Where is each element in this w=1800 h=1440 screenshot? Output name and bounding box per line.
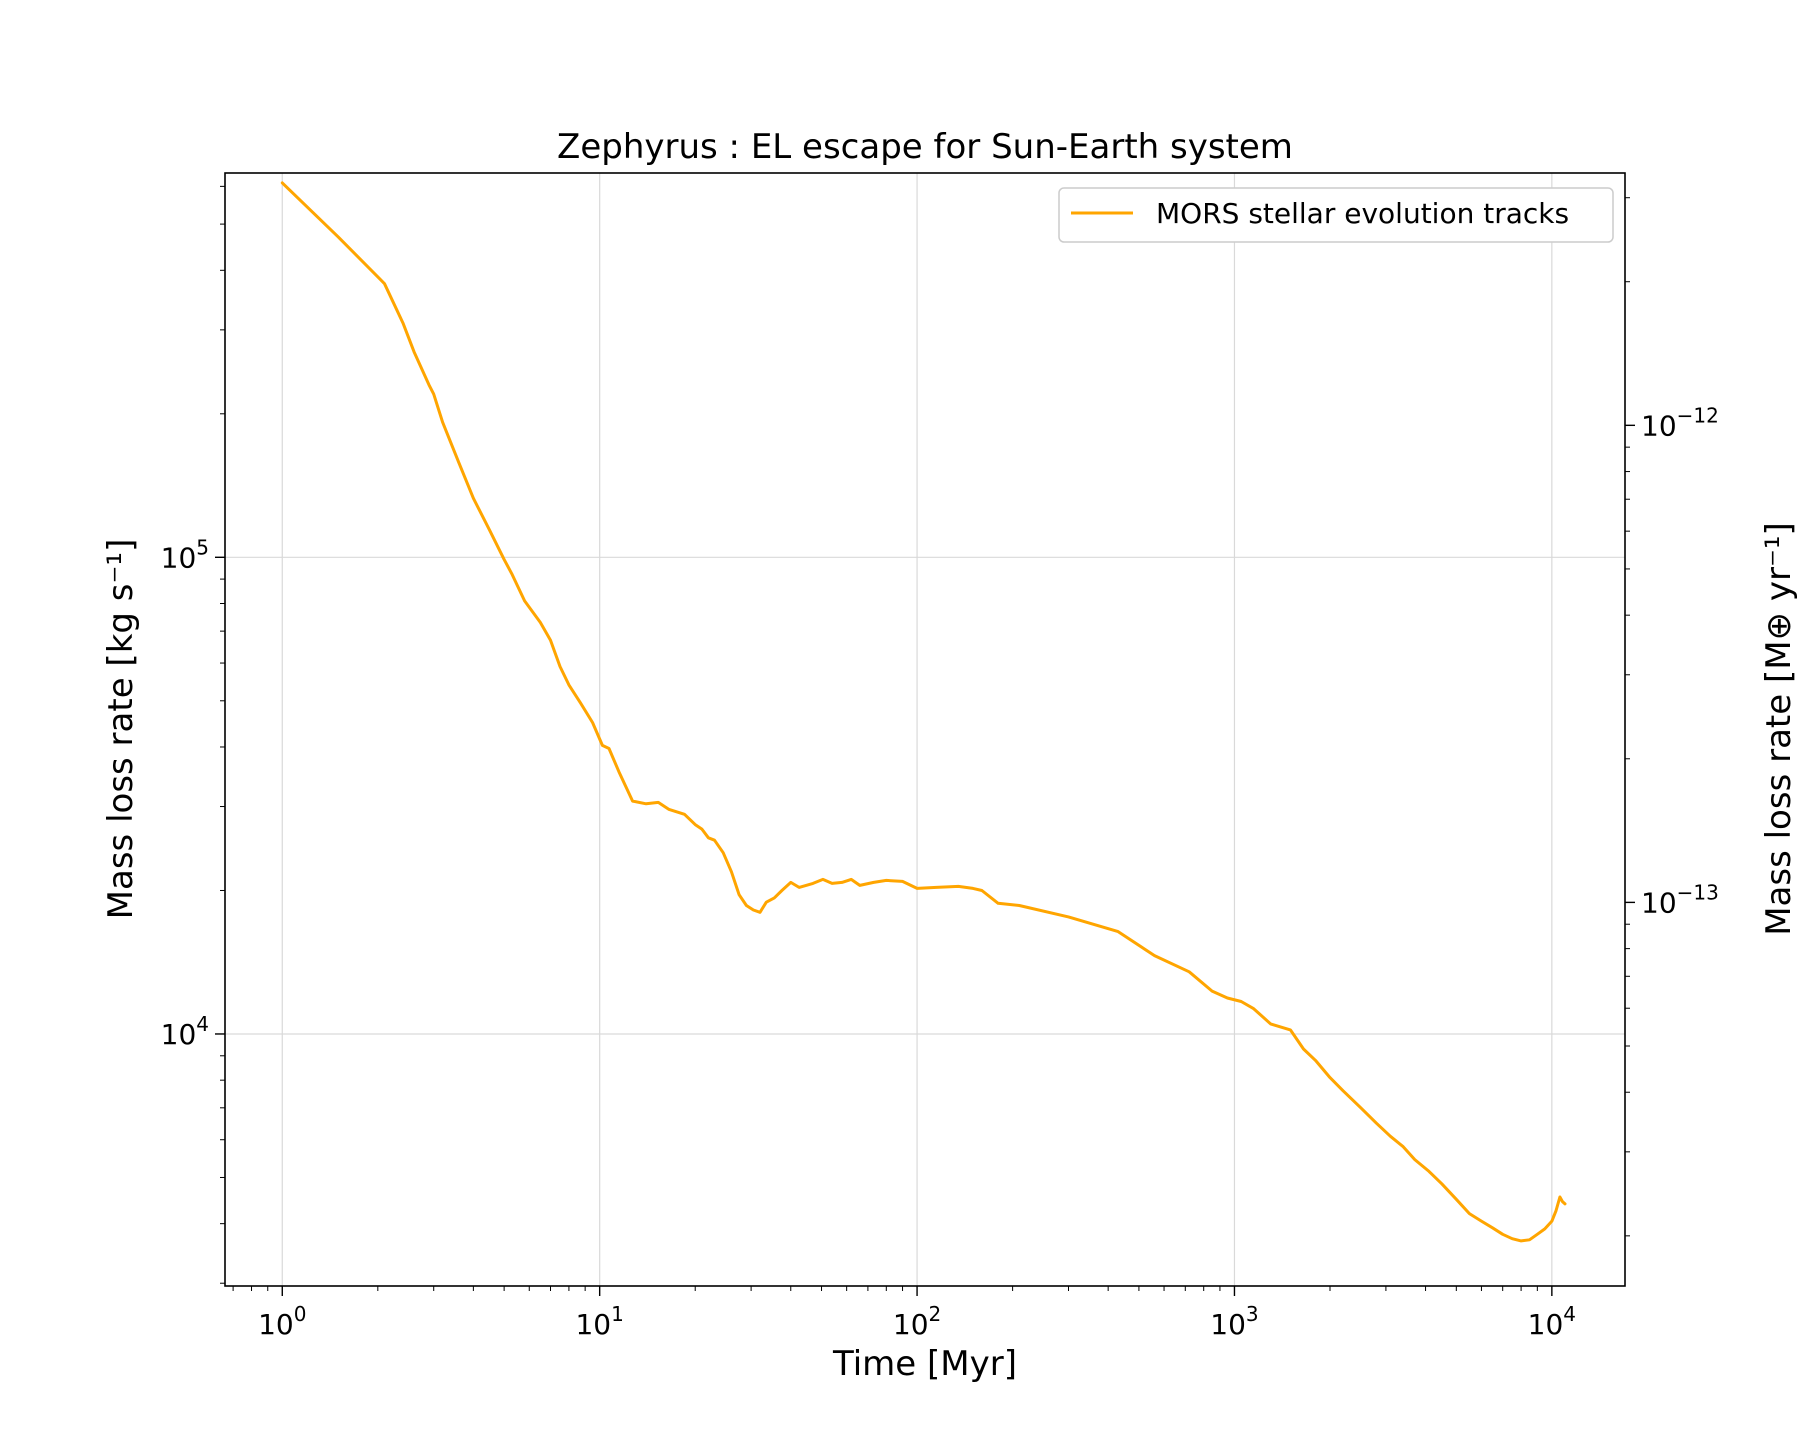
legend: MORS stellar evolution tracks	[1058, 187, 1614, 243]
legend-label: MORS stellar evolution tracks	[1156, 197, 1569, 230]
x-tick-label: 103	[1210, 1302, 1258, 1341]
series-line-mors	[280, 181, 1567, 1243]
y-axis-label-left: Mass loss rate [kg s⁻¹]	[101, 539, 141, 920]
grid-lines	[225, 173, 1625, 1286]
plot-frame	[224, 172, 1626, 1287]
x-tick-label: 101	[575, 1302, 623, 1341]
legend-box	[1058, 187, 1614, 243]
axes-layer: 100 101 102 103 104 104 105 10−13 10−12	[161, 185, 1719, 1341]
y-axis-label-right: Mass loss rate [M⊕ yr⁻¹]	[1759, 522, 1799, 936]
x-axis-label: Time [Myr]	[832, 1344, 1017, 1384]
series-layer	[280, 181, 1567, 1243]
x-tick-label: 104	[1528, 1302, 1576, 1341]
y-right-tick-label: 10−13	[1641, 880, 1719, 919]
chart-title: Zephyrus : EL escape for Sun-Earth syste…	[557, 127, 1293, 167]
y-left-tick-label: 104	[161, 1012, 209, 1051]
y-right-tick-label: 10−12	[1641, 403, 1719, 442]
x-tick-label: 102	[893, 1302, 941, 1341]
y-left-tick-label: 105	[161, 535, 209, 574]
x-tick-label: 100	[258, 1302, 306, 1341]
